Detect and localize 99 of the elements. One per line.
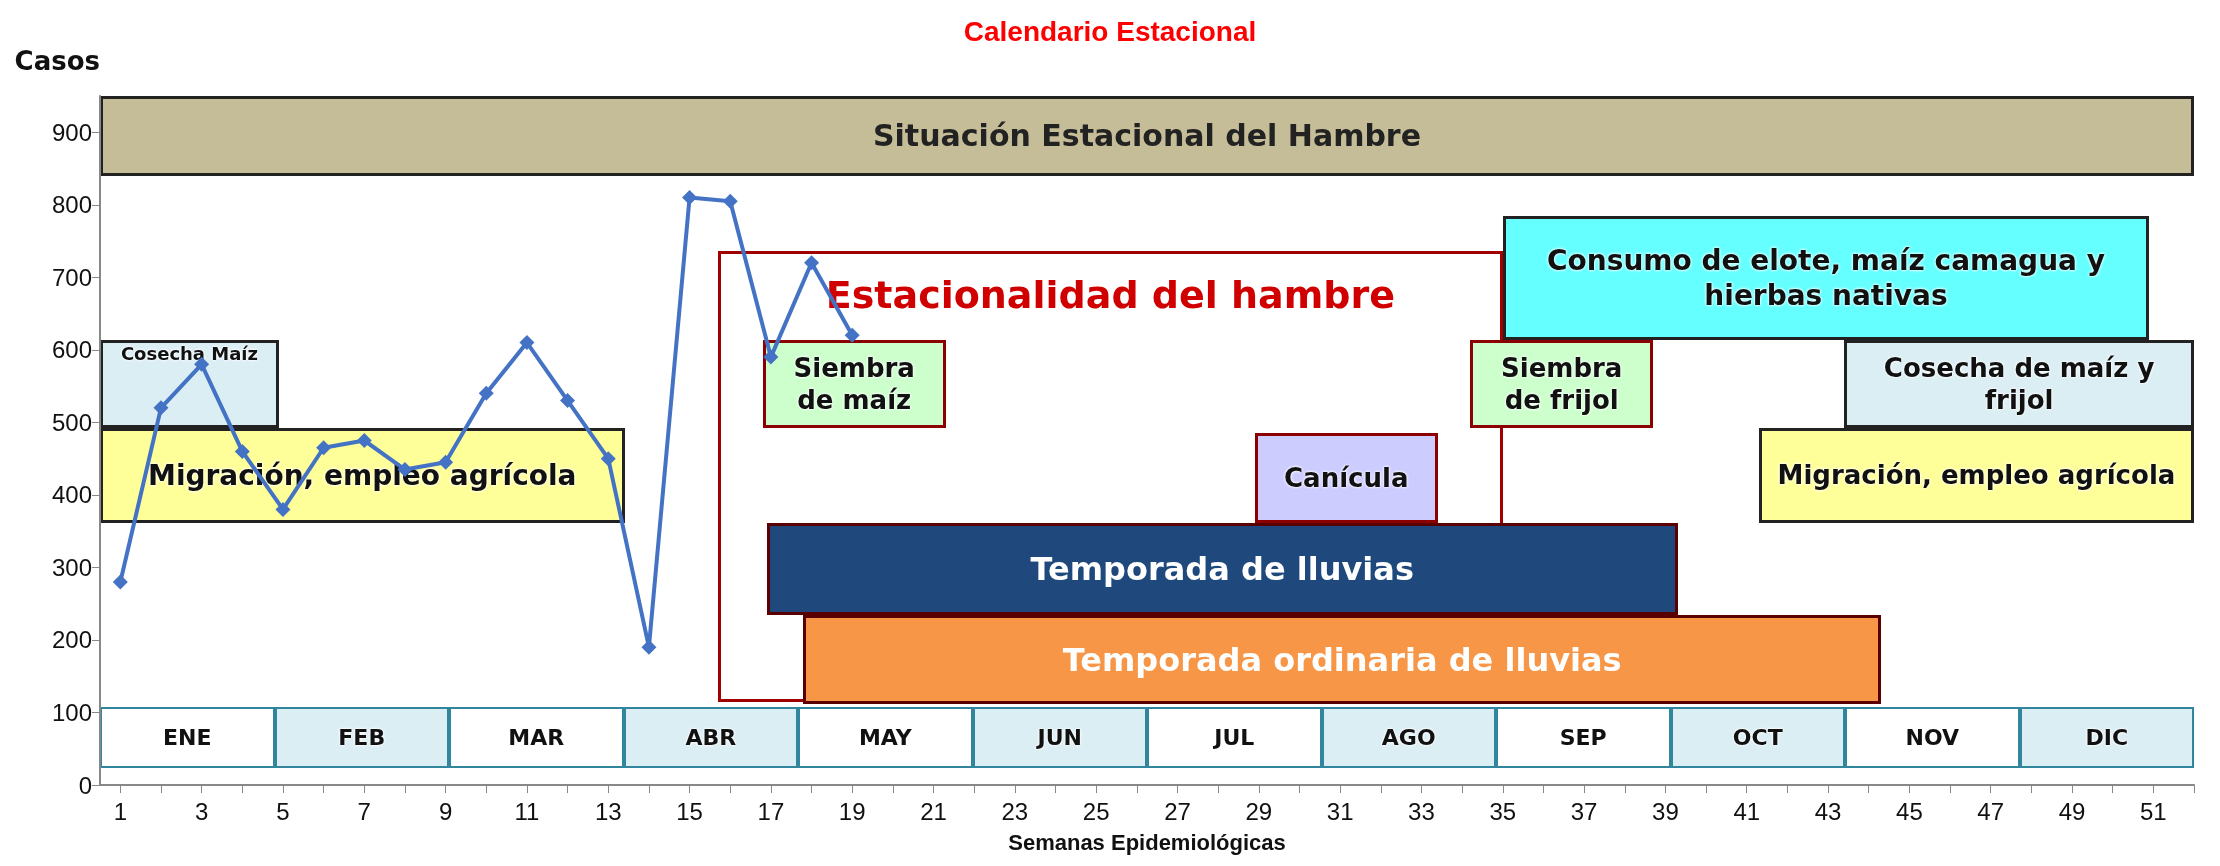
month-cell: OCT	[1670, 707, 1845, 769]
point	[682, 190, 698, 206]
x-tick-label: 7	[357, 797, 371, 825]
calendar-box: Siembra de frijol	[1470, 340, 1654, 429]
x-tick-label: 13	[594, 797, 622, 825]
annotation: MAR	[508, 724, 565, 752]
month-cell: ABR	[623, 707, 798, 769]
point	[519, 335, 535, 351]
point	[763, 349, 779, 365]
annotation: JUN	[1037, 724, 1082, 752]
point	[560, 393, 576, 409]
x-tick-label: 5	[276, 797, 290, 825]
x-tick-label: 27	[1164, 797, 1191, 825]
annotation: AGO	[1381, 724, 1436, 752]
point	[600, 451, 616, 467]
annotation: SEP	[1559, 724, 1607, 752]
annotation: Siembra de frijol	[1500, 351, 1624, 417]
month-cell: MAY	[798, 707, 973, 769]
x-tick-label: 47	[1977, 797, 2005, 825]
annotation: FEB	[338, 724, 386, 752]
x-tick-label: 31	[1326, 797, 1354, 825]
annotation: Cosecha de maíz y frijol	[1882, 351, 2156, 417]
point	[356, 433, 372, 448]
month-cell: FEB	[274, 707, 449, 769]
x-tick-label: 33	[1408, 797, 1435, 825]
y-tick-label: 200	[51, 626, 92, 654]
x-tick-label: 19	[838, 797, 866, 825]
x-axis-title: Semanas Epidemiológicas	[1008, 829, 1286, 855]
y-tick-label: 600	[51, 336, 92, 364]
month-cell: JUL	[1147, 707, 1322, 769]
annotation: Situación Estacional del Hambre	[872, 117, 1422, 155]
point	[478, 385, 494, 401]
x-tick-label: 11	[514, 797, 540, 825]
annotation: Estacionalidad del hambre	[825, 272, 1396, 320]
calendar-box: Cosecha de maíz y frijol	[1844, 340, 2194, 429]
y-tick-label: 500	[51, 408, 92, 436]
x-tick-label: 17	[757, 797, 785, 825]
calendar-box: Situación Estacional del Hambre	[100, 96, 2194, 176]
annotation: DIC	[2085, 724, 2129, 752]
y-tick-label: 400	[51, 481, 92, 509]
x-tick-label: 39	[1652, 797, 1679, 825]
point	[234, 443, 250, 459]
point	[722, 193, 738, 209]
annotation: Siembra de maíz	[792, 351, 916, 417]
calendar-box: Canícula	[1254, 432, 1438, 524]
annotation: NOV	[1905, 724, 1960, 752]
y-tick-label: 300	[51, 553, 92, 581]
x-tick-label: 25	[1082, 797, 1110, 825]
x-tick-label: 23	[1001, 797, 1029, 825]
calendar-box: Temporada ordinaria de lluvias	[803, 615, 1881, 705]
annotation: Cosecha Maíz	[120, 343, 258, 365]
annotation: Temporada de lluvias	[1030, 549, 1414, 590]
calendar-box: Consumo de elote, maíz camagua y hierbas nativas	[1502, 215, 2150, 341]
annotation: ENE	[163, 724, 212, 752]
y-tick-label: 700	[51, 263, 92, 291]
point	[844, 327, 860, 343]
annotation: MAY	[858, 724, 912, 752]
month-cell: AGO	[1321, 707, 1496, 769]
x-tick-label: 9	[438, 797, 453, 825]
annotation: Temporada ordinaria de lluvias	[1062, 639, 1622, 680]
annotation: Migración, empleo agrícola	[1777, 459, 2176, 492]
x-tick-label: 51	[2139, 797, 2167, 825]
month-cell: JUN	[972, 707, 1147, 769]
x-tick-label: 21	[920, 797, 947, 825]
point	[316, 440, 332, 456]
x-tick-label: 15	[676, 797, 703, 825]
y-tick-label: 100	[51, 698, 92, 726]
annotation: Canícula	[1284, 461, 1409, 495]
month-cell: NOV	[1845, 707, 2020, 769]
x-tick-label: 1	[113, 797, 128, 825]
month-cell: DIC	[2019, 707, 2194, 769]
point	[112, 574, 128, 590]
calendar-box: Siembra de maíz	[762, 340, 946, 429]
y-tick-label: 900	[51, 118, 92, 146]
x-tick-label: 41	[1733, 797, 1761, 825]
x-tick-label: 3	[194, 797, 209, 825]
month-cell: SEP	[1496, 707, 1671, 769]
y-tick-label: 800	[51, 191, 92, 219]
point	[804, 255, 820, 271]
annotation: ABR	[685, 724, 737, 752]
x-tick-label: 29	[1245, 797, 1273, 825]
month-cell: MAR	[449, 707, 624, 769]
x-tick-label: 35	[1489, 797, 1517, 825]
y-tick-label: 0	[78, 771, 92, 799]
chart-title: Calendario Estacional	[963, 15, 1257, 47]
x-tick-label: 49	[2058, 797, 2086, 825]
x-tick-label: 43	[1814, 797, 1842, 825]
month-cell: ENE	[100, 707, 275, 769]
annotation: OCT	[1732, 724, 1783, 752]
x-tick-label: 37	[1570, 797, 1598, 825]
y-axis-title: Casos	[14, 46, 100, 76]
calendar-box: Temporada de lluvias	[766, 523, 1678, 616]
point	[153, 400, 169, 416]
calendar-box: Cosecha Maíz	[100, 340, 279, 429]
annotation: JUL	[1214, 724, 1255, 752]
x-tick-label: 45	[1896, 797, 1923, 825]
annotation: Consumo de elote, maíz camagua y hierbas nativas	[1546, 243, 2106, 314]
point	[275, 501, 291, 517]
calendar-box: Migración, empleo agrícola	[1758, 428, 2194, 524]
